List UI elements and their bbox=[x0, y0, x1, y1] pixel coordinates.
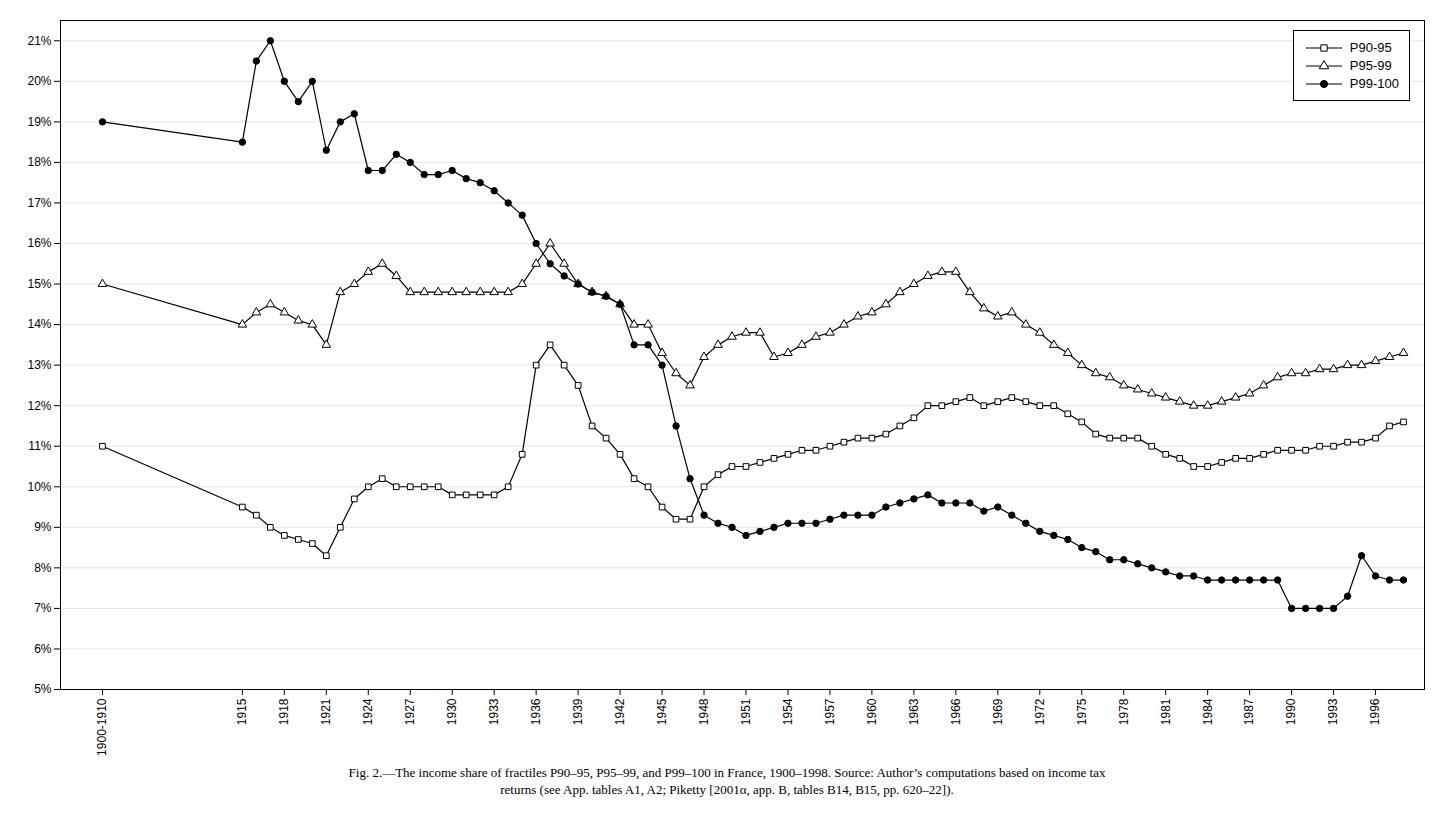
html-text:P95-99: P95-99 bbox=[1349, 58, 1392, 73]
svg-text:8%: 8% bbox=[34, 561, 52, 575]
html-text:Fig. 2.—The income share of fr: Fig. 2.—The income share of fractiles P9… bbox=[348, 765, 1106, 780]
svg-text:1939: 1939 bbox=[571, 698, 585, 725]
svg-text:1915: 1915 bbox=[235, 698, 249, 725]
svg-text:19%: 19% bbox=[27, 115, 51, 129]
svg-text:1936: 1936 bbox=[529, 698, 543, 725]
svg-text:1996: 1996 bbox=[1368, 698, 1382, 725]
svg-text:17%: 17% bbox=[27, 196, 51, 210]
svg-text:5%: 5% bbox=[34, 682, 52, 696]
svg-text:1927: 1927 bbox=[403, 698, 417, 725]
svg-text:14%: 14% bbox=[27, 317, 51, 331]
svg-text:1963: 1963 bbox=[907, 698, 921, 725]
svg-text:1981: 1981 bbox=[1159, 698, 1173, 725]
svg-text:7%: 7% bbox=[34, 601, 52, 615]
html-text:returns (see App. tables A1, A: returns (see App. tables A1, A2; Piketty… bbox=[500, 782, 954, 797]
svg-text:1918: 1918 bbox=[277, 698, 291, 725]
svg-text:1900-1910: 1900-1910 bbox=[95, 698, 109, 756]
html-text:P99-100: P99-100 bbox=[1349, 76, 1399, 91]
svg-text:1978: 1978 bbox=[1117, 698, 1131, 725]
svg-text:16%: 16% bbox=[27, 236, 51, 250]
svg-text:21%: 21% bbox=[27, 34, 51, 48]
svg-text:1942: 1942 bbox=[613, 698, 627, 725]
svg-text:1966: 1966 bbox=[949, 698, 963, 725]
svg-text:1960: 1960 bbox=[865, 698, 879, 725]
svg-text:1948: 1948 bbox=[697, 698, 711, 725]
svg-text:10%: 10% bbox=[27, 480, 51, 494]
svg-text:1951: 1951 bbox=[739, 698, 753, 725]
svg-text:11%: 11% bbox=[28, 439, 51, 453]
html-text:P90-95: P90-95 bbox=[1349, 40, 1392, 55]
svg-text:9%: 9% bbox=[34, 520, 52, 534]
svg-text:1945: 1945 bbox=[655, 698, 669, 725]
svg-text:1924: 1924 bbox=[361, 698, 375, 725]
svg-text:1954: 1954 bbox=[781, 698, 795, 725]
svg-text:6%: 6% bbox=[34, 642, 52, 656]
svg-text:18%: 18% bbox=[27, 155, 51, 169]
svg-text:1990: 1990 bbox=[1284, 698, 1298, 725]
svg-text:1969: 1969 bbox=[991, 698, 1005, 725]
svg-text:15%: 15% bbox=[27, 277, 51, 291]
svg-text:1921: 1921 bbox=[319, 698, 333, 725]
svg-text:1975: 1975 bbox=[1075, 698, 1089, 725]
svg-text:13%: 13% bbox=[27, 358, 51, 372]
svg-text:20%: 20% bbox=[27, 74, 51, 88]
svg-text:1987: 1987 bbox=[1242, 698, 1256, 725]
svg-text:1933: 1933 bbox=[487, 698, 501, 725]
svg-text:1972: 1972 bbox=[1033, 698, 1047, 725]
svg-text:1984: 1984 bbox=[1200, 698, 1214, 725]
svg-text:1957: 1957 bbox=[823, 698, 837, 725]
svg-text:12%: 12% bbox=[27, 399, 51, 413]
svg-text:1930: 1930 bbox=[445, 698, 459, 725]
svg-text:1993: 1993 bbox=[1326, 698, 1340, 725]
